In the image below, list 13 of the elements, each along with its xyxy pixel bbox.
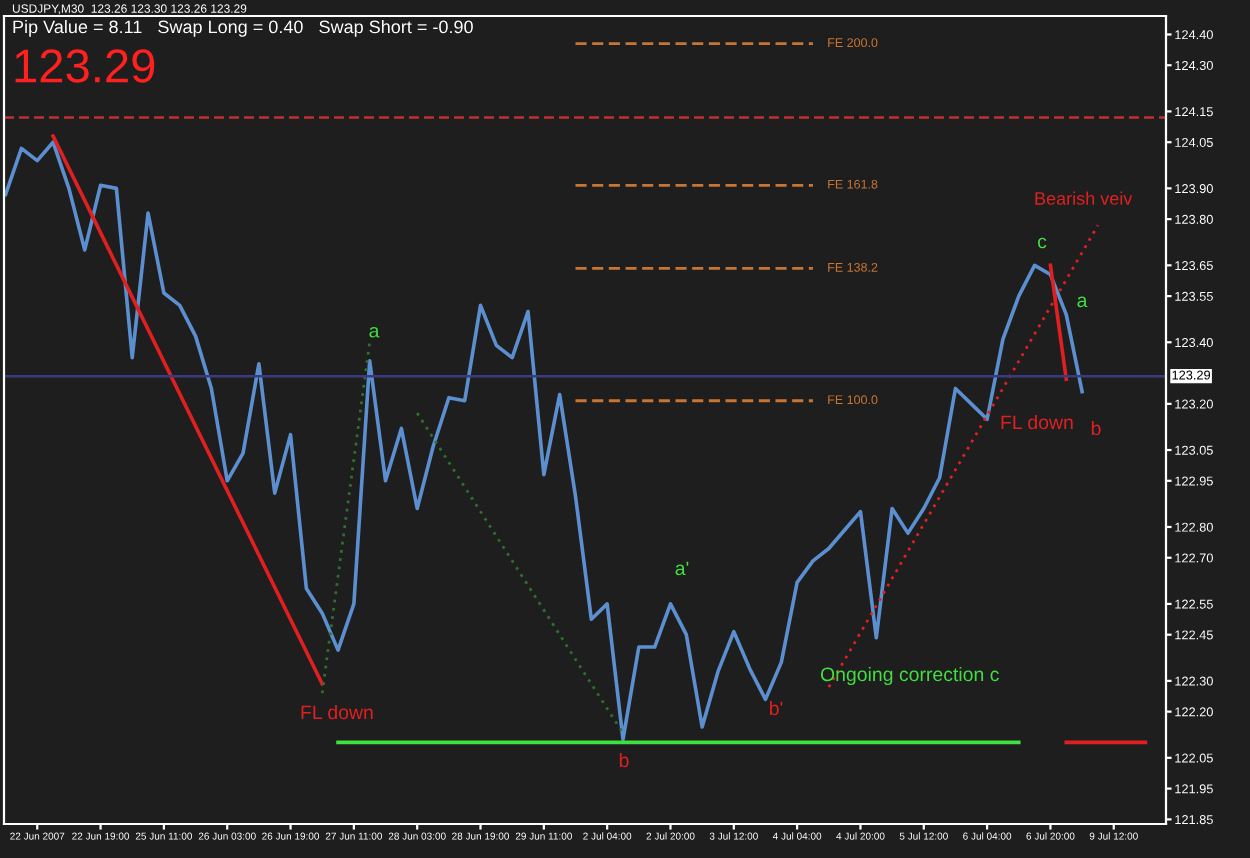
annotation: 123.29 [15, 49, 155, 83]
annotation: Ongoing correction c [820, 666, 999, 686]
annotation: a' [675, 561, 689, 576]
annotation: b [1091, 420, 1101, 436]
annotation: b' [769, 700, 783, 716]
annotation: a [1077, 296, 1088, 308]
annotation: FL down [1001, 414, 1073, 430]
annotation: c [1037, 237, 1047, 249]
chart-subtitle: Pip Value = 8.11 Swap Long = 0.40 Swap Short = -0.90 [13, 20, 473, 37]
annotation: Bearish veiv [1035, 191, 1133, 205]
annotation: a [369, 326, 380, 338]
annotation: FL down [301, 704, 373, 720]
annotation: b [619, 752, 629, 768]
